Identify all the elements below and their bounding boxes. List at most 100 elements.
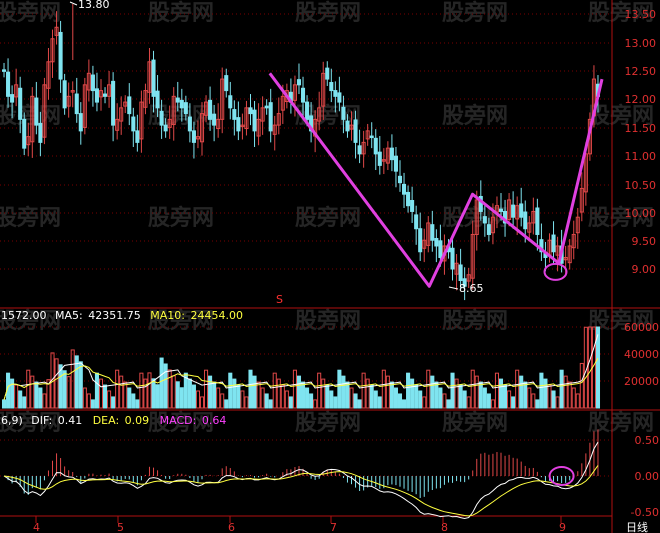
volume-bar bbox=[313, 399, 318, 409]
ma10-value: 24454.00 bbox=[190, 309, 243, 322]
candle-body bbox=[171, 95, 176, 126]
watermark-text: 股旁网 bbox=[588, 0, 654, 26]
candle-body bbox=[482, 216, 487, 224]
macd-header: 6,9) DIF: 0.41 DEA: 0.09 MACD: 0.64 bbox=[1, 414, 226, 427]
candle-body bbox=[401, 183, 407, 195]
candle-body bbox=[232, 109, 237, 120]
volume-bar bbox=[187, 378, 192, 409]
candle-body bbox=[579, 187, 584, 213]
volume-bar bbox=[94, 372, 99, 409]
candle-body bbox=[555, 245, 560, 256]
volume-bar bbox=[317, 372, 322, 409]
candle-body bbox=[6, 71, 11, 97]
candle-body bbox=[365, 130, 370, 140]
volume-bar bbox=[325, 384, 330, 409]
candle-body bbox=[42, 84, 47, 138]
candle-body bbox=[115, 118, 120, 131]
candle-body bbox=[474, 199, 479, 235]
volume-bar bbox=[232, 378, 237, 409]
candle-body bbox=[361, 141, 366, 155]
volume-bar bbox=[503, 384, 508, 409]
volume-bar bbox=[579, 362, 584, 409]
price-tick-label: 10.50 bbox=[625, 179, 657, 192]
candle-body bbox=[94, 88, 99, 103]
volume-bar bbox=[216, 387, 221, 409]
ma5-value: 42351.75 bbox=[88, 309, 141, 322]
volume-bar bbox=[292, 369, 297, 409]
volume-bar bbox=[82, 387, 87, 409]
volume-bar bbox=[567, 381, 572, 409]
candle-body bbox=[163, 124, 168, 132]
volume-bar bbox=[74, 355, 79, 409]
month-label: 4 bbox=[33, 521, 40, 533]
watermark-text: 股旁网 bbox=[148, 205, 214, 231]
volume-bar bbox=[199, 396, 205, 409]
volume-bar bbox=[284, 390, 289, 409]
volume-bar bbox=[159, 357, 164, 409]
candle-body bbox=[119, 107, 124, 122]
watermark-text: 股旁网 bbox=[0, 0, 61, 26]
volume-bar bbox=[139, 372, 144, 409]
watermark-text: 股旁网 bbox=[588, 410, 654, 436]
volume-bar bbox=[240, 390, 245, 409]
candle-body bbox=[317, 107, 322, 122]
low-price-marker: 8.65 bbox=[459, 282, 484, 295]
dif-value: 0.41 bbox=[58, 414, 83, 427]
candle-body bbox=[531, 210, 536, 224]
x-axis: 4 5 6 7 8 9 日线 bbox=[33, 520, 648, 533]
volume-ma-lines bbox=[3, 334, 599, 401]
volume-bar bbox=[446, 399, 451, 409]
candle-body bbox=[264, 105, 269, 109]
candle-body bbox=[123, 101, 128, 107]
candle-body bbox=[256, 118, 261, 137]
volume-bar bbox=[555, 396, 560, 409]
volume-tick-label: 60000 bbox=[624, 321, 659, 334]
candle-body bbox=[175, 97, 180, 103]
volume-bar bbox=[143, 378, 148, 409]
candle-body bbox=[143, 90, 148, 108]
macd-cross-circle bbox=[548, 466, 575, 486]
candle-body bbox=[127, 96, 132, 115]
candle-body bbox=[369, 135, 374, 139]
volume-bar bbox=[86, 393, 91, 409]
volume-bar bbox=[119, 375, 124, 409]
candle-body bbox=[422, 239, 427, 249]
volume-bar bbox=[462, 390, 467, 409]
candle-body bbox=[430, 224, 435, 241]
candle-body bbox=[18, 87, 23, 120]
candle-body bbox=[276, 113, 281, 126]
candle-body bbox=[519, 203, 524, 218]
candle-body bbox=[470, 233, 475, 279]
macd-value: 0.64 bbox=[202, 414, 227, 427]
candle-body bbox=[268, 102, 273, 132]
volume-bar bbox=[361, 372, 366, 409]
candle-body bbox=[385, 147, 390, 164]
volume-bar bbox=[571, 387, 576, 409]
candle-body bbox=[139, 101, 144, 140]
volume-bar bbox=[531, 393, 536, 409]
volume-bar bbox=[507, 390, 512, 409]
price-tick-label: 12.50 bbox=[625, 65, 657, 78]
volume-bar bbox=[559, 369, 564, 409]
candle-body bbox=[240, 124, 245, 128]
candle-body bbox=[539, 239, 544, 253]
candle-body bbox=[167, 118, 172, 128]
watermark-text: 股旁网 bbox=[295, 205, 361, 231]
trend-line bbox=[268, 72, 604, 288]
candle-body bbox=[66, 95, 71, 107]
candle-body bbox=[551, 234, 556, 253]
candle-body bbox=[507, 199, 512, 221]
watermark-text: 股旁网 bbox=[588, 205, 654, 231]
volume-bar bbox=[111, 396, 116, 409]
volume-bar bbox=[252, 375, 257, 409]
volume-bar bbox=[224, 399, 229, 409]
candle-body bbox=[54, 26, 59, 36]
volume-bar bbox=[393, 387, 398, 409]
volume-bar bbox=[349, 387, 354, 409]
volume-bar bbox=[575, 393, 580, 409]
watermark-text: 股旁网 bbox=[295, 410, 361, 436]
volume-bar bbox=[46, 379, 51, 409]
volume-bar bbox=[422, 396, 427, 409]
candle-body bbox=[381, 159, 386, 162]
